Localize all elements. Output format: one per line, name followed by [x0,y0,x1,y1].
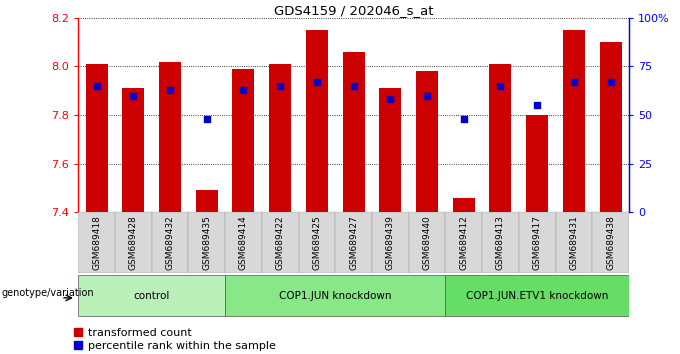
Point [605,79,616,85]
FancyBboxPatch shape [115,212,152,273]
Bar [416,71,438,212]
Point [128,93,139,98]
FancyBboxPatch shape [445,275,629,316]
Point [91,83,102,88]
Bar [343,52,364,212]
Point [201,116,212,122]
Text: GSM689440: GSM689440 [422,215,432,270]
Text: GSM689414: GSM689414 [239,215,248,270]
Text: GSM689418: GSM689418 [92,215,101,270]
Point [495,83,506,88]
Text: control: control [133,291,170,301]
Bar [379,88,401,212]
Bar [490,64,511,212]
Bar [306,30,328,212]
Text: GSM689432: GSM689432 [165,215,175,270]
Text: COP1.JUN.ETV1 knockdown: COP1.JUN.ETV1 knockdown [466,291,609,301]
Bar [86,64,107,212]
FancyBboxPatch shape [262,212,299,273]
Text: GSM689412: GSM689412 [459,215,469,270]
FancyBboxPatch shape [556,212,592,273]
FancyBboxPatch shape [299,212,335,273]
FancyBboxPatch shape [482,212,519,273]
Text: GSM689431: GSM689431 [569,215,579,270]
Bar [453,198,475,212]
Point [385,97,396,102]
Text: GSM689439: GSM689439 [386,215,395,270]
Bar [563,30,585,212]
Bar [600,42,622,212]
Bar [269,64,291,212]
FancyBboxPatch shape [519,212,556,273]
Point [275,83,286,88]
FancyBboxPatch shape [409,212,445,273]
Bar [122,88,144,212]
Text: GSM689427: GSM689427 [349,215,358,270]
Title: GDS4159 / 202046_s_at: GDS4159 / 202046_s_at [274,4,433,17]
Text: genotype/variation: genotype/variation [1,288,95,298]
FancyBboxPatch shape [188,212,225,273]
FancyBboxPatch shape [445,212,482,273]
Point [568,79,579,85]
Point [422,93,432,98]
Point [348,83,359,88]
Point [238,87,249,92]
FancyBboxPatch shape [335,212,372,273]
FancyBboxPatch shape [78,212,115,273]
Legend: transformed count, percentile rank within the sample: transformed count, percentile rank withi… [73,328,276,351]
Bar [196,190,218,212]
Point [165,87,175,92]
FancyBboxPatch shape [225,275,445,316]
Text: GSM689422: GSM689422 [275,215,285,270]
Bar [526,115,548,212]
Text: GSM689428: GSM689428 [129,215,138,270]
Bar [159,62,181,212]
Bar [233,69,254,212]
Text: GSM689417: GSM689417 [532,215,542,270]
Text: GSM689438: GSM689438 [606,215,615,270]
FancyBboxPatch shape [592,212,629,273]
Text: COP1.JUN knockdown: COP1.JUN knockdown [279,291,392,301]
Text: GSM689425: GSM689425 [312,215,322,270]
FancyBboxPatch shape [372,212,409,273]
Point [458,116,469,122]
FancyBboxPatch shape [152,212,188,273]
FancyBboxPatch shape [78,275,225,316]
Point [532,103,543,108]
Point [311,79,322,85]
Text: GSM689413: GSM689413 [496,215,505,270]
FancyBboxPatch shape [225,212,262,273]
Text: GSM689435: GSM689435 [202,215,211,270]
